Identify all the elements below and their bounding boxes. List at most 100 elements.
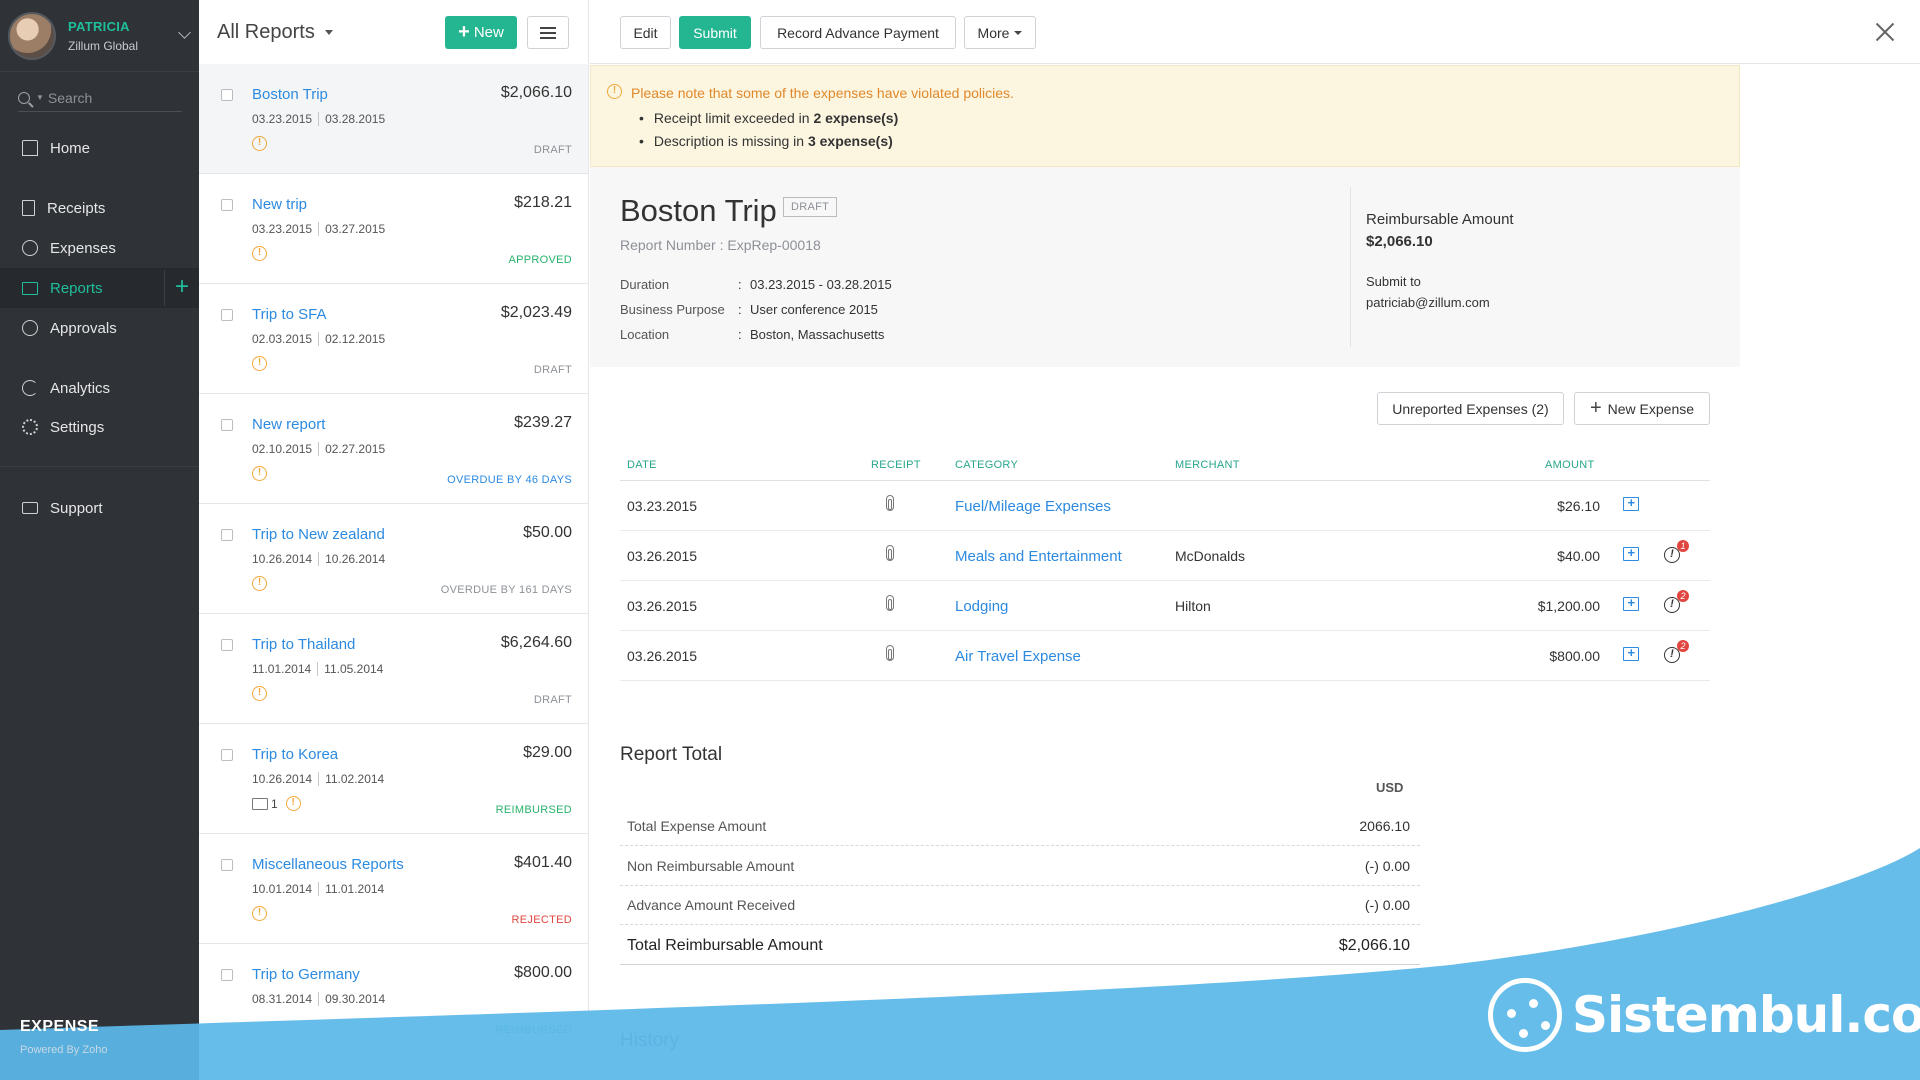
status-badge: OVERDUE BY 161 DAYS bbox=[440, 584, 572, 596]
caret-down-icon bbox=[1014, 30, 1023, 35]
paperclip-icon[interactable] bbox=[886, 545, 894, 561]
total-reimbursable-row: Total Reimbursable Amount $2,066.10 bbox=[620, 925, 1420, 965]
list-menu-button[interactable] bbox=[527, 16, 569, 49]
submit-button[interactable]: Submit bbox=[679, 16, 751, 49]
report-row[interactable]: New trip $218.21 03.23.2015 03.27.2015 ! … bbox=[199, 174, 588, 284]
report-dates: 10.26.2014 11.02.2014 bbox=[252, 772, 385, 786]
report-row[interactable]: Trip to SFA $2,023.49 02.03.2015 02.12.20… bbox=[199, 284, 588, 394]
nav-item-home[interactable]: Home bbox=[0, 128, 199, 168]
user-name: PATRICIA bbox=[68, 18, 130, 34]
row-checkbox[interactable] bbox=[221, 639, 233, 651]
list-filter-title[interactable]: All Reports bbox=[217, 20, 315, 43]
report-row[interactable]: Boston Trip $2,066.10 03.23.2015 03.28.20… bbox=[199, 64, 588, 174]
new-expense-button[interactable]: + New Expense bbox=[1574, 392, 1710, 425]
status-badge: REIMBURSED bbox=[495, 1024, 572, 1036]
nav-item-expenses[interactable]: Expenses bbox=[0, 228, 199, 268]
record-advance-button[interactable]: Record Advance Payment bbox=[760, 16, 956, 49]
search-input[interactable]: ▼ Search bbox=[18, 84, 182, 112]
nav-item-reports[interactable]: Reports bbox=[0, 268, 199, 308]
report-name[interactable]: Trip to New zealand bbox=[252, 526, 385, 543]
warning-icon: ! bbox=[252, 466, 267, 481]
add-comment-icon[interactable]: + bbox=[1623, 546, 1639, 561]
row-checkbox[interactable] bbox=[221, 969, 233, 981]
profile-header[interactable]: PATRICIA Zillum Global bbox=[0, 0, 199, 72]
report-amount: $6,264.60 bbox=[500, 634, 572, 651]
violation-icon[interactable]: ! 2 bbox=[1664, 590, 1689, 613]
duration-field: Duration:03.23.2015 - 03.28.2015 bbox=[620, 277, 892, 292]
col-amount[interactable]: AMOUNT bbox=[1545, 459, 1595, 471]
table-row[interactable]: 03.26.2015 Lodging Hilton $1,200.00 + ! 2 bbox=[620, 581, 1710, 631]
report-name[interactable]: Trip to Korea bbox=[252, 746, 339, 763]
row-checkbox[interactable] bbox=[221, 749, 233, 761]
violation-item: Description is missing in 3 expense(s) bbox=[631, 133, 898, 149]
add-comment-icon[interactable]: + bbox=[1623, 646, 1639, 661]
report-row[interactable]: Trip to Korea $29.00 10.26.2014 11.02.201… bbox=[199, 724, 588, 834]
expense-category[interactable]: Fuel/Mileage Expenses bbox=[955, 498, 1111, 515]
violation-icon[interactable]: ! 2 bbox=[1664, 640, 1689, 663]
row-checkbox[interactable] bbox=[221, 89, 233, 101]
edit-button[interactable]: Edit bbox=[620, 16, 671, 49]
nav-item-analytics[interactable]: Analytics bbox=[0, 368, 199, 408]
col-date[interactable]: DATE bbox=[627, 459, 657, 471]
col-category[interactable]: CATEGORY bbox=[955, 459, 1019, 471]
table-row[interactable]: 03.26.2015 Air Travel Expense $800.00 + … bbox=[620, 631, 1710, 681]
report-name[interactable]: Trip to Germany bbox=[252, 966, 360, 983]
nav-label: Reports bbox=[50, 279, 103, 297]
report-name[interactable]: Trip to Thailand bbox=[252, 636, 356, 653]
expense-category[interactable]: Air Travel Expense bbox=[955, 648, 1081, 665]
table-row[interactable]: 03.23.2015 Fuel/Mileage Expenses $26.10 … bbox=[620, 481, 1710, 531]
caret-down-icon[interactable] bbox=[324, 29, 333, 35]
violation-icon[interactable]: ! 1 bbox=[1664, 540, 1689, 563]
report-amount: $2,066.10 bbox=[500, 84, 572, 101]
report-dates: 02.10.2015 02.27.2015 bbox=[252, 442, 386, 456]
violation-list: Receipt limit exceeded in 2 expense(s) D… bbox=[631, 110, 898, 156]
row-checkbox[interactable] bbox=[221, 199, 233, 211]
table-row[interactable]: 03.26.2015 Meals and Entertainment McDon… bbox=[620, 531, 1710, 581]
add-comment-icon[interactable]: + bbox=[1623, 596, 1639, 611]
caret-down-icon[interactable]: ▼ bbox=[36, 93, 44, 102]
report-amount: $239.27 bbox=[514, 414, 572, 431]
comment-count[interactable]: 1! bbox=[252, 796, 301, 811]
expense-category[interactable]: Lodging bbox=[955, 598, 1009, 615]
history-section-title[interactable]: History bbox=[620, 1030, 680, 1051]
report-name[interactable]: Trip to SFA bbox=[252, 306, 327, 323]
row-checkbox[interactable] bbox=[221, 529, 233, 541]
row-checkbox[interactable] bbox=[221, 419, 233, 431]
warning-icon: ! bbox=[252, 136, 267, 151]
warning-icon: ! bbox=[252, 906, 267, 921]
add-comment-icon[interactable]: + bbox=[1623, 496, 1639, 511]
report-amount: $29.00 bbox=[523, 744, 572, 761]
list-header: All Reports + New bbox=[199, 0, 588, 64]
nav-item-receipts[interactable]: Receipts bbox=[0, 188, 199, 228]
report-row[interactable]: Trip to Thailand $6,264.60 11.01.2014 11.… bbox=[199, 614, 588, 724]
avatar[interactable] bbox=[8, 11, 56, 60]
policy-violation-banner: ! Please note that some of the expenses … bbox=[590, 65, 1740, 167]
report-name[interactable]: New report bbox=[252, 416, 326, 433]
report-row[interactable]: Trip to New zealand $50.00 10.26.2014 10.… bbox=[199, 504, 588, 614]
report-name[interactable]: New trip bbox=[252, 196, 308, 213]
new-label: New bbox=[473, 24, 504, 41]
col-merchant[interactable]: MERCHANT bbox=[1175, 459, 1240, 471]
report-row[interactable]: Miscellaneous Reports $401.40 10.01.2014… bbox=[199, 834, 588, 944]
unreported-expenses-button[interactable]: Unreported Expenses (2) bbox=[1377, 392, 1564, 425]
paperclip-icon[interactable] bbox=[886, 645, 894, 661]
nav-label: Approvals bbox=[50, 319, 117, 337]
row-checkbox[interactable] bbox=[221, 309, 233, 321]
nav-item-settings[interactable]: Settings bbox=[0, 407, 199, 447]
more-button[interactable]: More bbox=[964, 16, 1036, 49]
report-name[interactable]: Miscellaneous Reports bbox=[252, 856, 404, 873]
expense-category[interactable]: Meals and Entertainment bbox=[955, 548, 1122, 565]
row-checkbox[interactable] bbox=[221, 859, 233, 871]
search-icon bbox=[18, 91, 30, 104]
report-row[interactable]: New report $239.27 02.10.2015 02.27.2015 … bbox=[199, 394, 588, 504]
nav-item-approvals[interactable]: Approvals bbox=[0, 308, 199, 348]
add-report-button[interactable]: + bbox=[164, 270, 199, 306]
paperclip-icon[interactable] bbox=[886, 495, 894, 511]
paperclip-icon[interactable] bbox=[886, 595, 894, 611]
close-icon[interactable] bbox=[1873, 20, 1897, 44]
nav-item-support[interactable]: Support bbox=[0, 488, 199, 528]
report-name[interactable]: Boston Trip bbox=[252, 86, 328, 103]
warning-icon: ! bbox=[252, 356, 267, 371]
new-report-button[interactable]: + New bbox=[445, 16, 517, 49]
report-row[interactable]: Trip to Germany $800.00 08.31.2014 09.30.… bbox=[199, 944, 588, 1054]
